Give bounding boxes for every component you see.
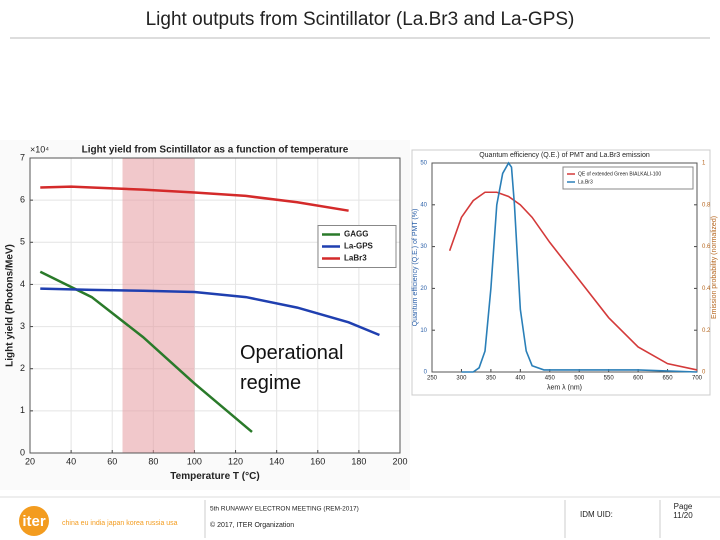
x-tick-label: 500 bbox=[574, 376, 585, 382]
y2-tick-label: 0.4 bbox=[702, 286, 711, 292]
x-tick-label: 80 bbox=[148, 456, 158, 466]
y2-tick-label: 0 bbox=[702, 370, 706, 376]
x-tick-label: 550 bbox=[604, 376, 615, 382]
legend-label: QE of extended Green BIALKALI-100 bbox=[578, 171, 661, 177]
y-tick-label: 0 bbox=[424, 370, 428, 376]
x-tick-label: 300 bbox=[456, 376, 467, 382]
x-tick-label: 120 bbox=[228, 456, 243, 466]
copyright: © 2017, ITER Organization bbox=[210, 521, 294, 529]
legend-label: GAGG bbox=[344, 230, 368, 239]
x-axis-label: λem λ (nm) bbox=[547, 384, 582, 391]
plot-area bbox=[432, 163, 697, 372]
x-tick-label: 160 bbox=[310, 456, 325, 466]
series-line bbox=[461, 161, 698, 373]
x-tick-label: 450 bbox=[545, 376, 556, 382]
x-tick-label: 200 bbox=[392, 456, 407, 466]
y-tick-label: 2 bbox=[20, 363, 25, 373]
y-tick-label: 20 bbox=[420, 286, 427, 292]
x-axis-label: Temperature T (°C) bbox=[170, 471, 259, 482]
logo-mark bbox=[19, 506, 49, 536]
members: china eu india japan korea russia usa bbox=[62, 520, 178, 527]
y-tick-label: 4 bbox=[20, 279, 25, 289]
y-tick-label: 10 bbox=[420, 328, 427, 334]
x-tick-label: 250 bbox=[427, 376, 438, 382]
y-tick-label: 40 bbox=[420, 202, 427, 208]
y-tick-label: 1 bbox=[20, 405, 25, 415]
slide-title: Light outputs from Scintillator (La.Br3 … bbox=[146, 9, 575, 30]
x-tick-label: 650 bbox=[663, 376, 674, 382]
x-tick-label: 400 bbox=[515, 376, 526, 382]
plot-frame bbox=[431, 162, 698, 373]
y-axis-label: Light yield (Photons/MeV) bbox=[5, 244, 16, 367]
x-tick-label: 40 bbox=[66, 456, 76, 466]
y2-tick-label: 0.2 bbox=[702, 328, 711, 334]
plot-area bbox=[30, 158, 400, 453]
x-tick-label: 60 bbox=[107, 456, 117, 466]
y2-tick-label: 1 bbox=[702, 161, 706, 167]
y-tick-label: 5 bbox=[20, 237, 25, 247]
chart-title: Light yield from Scintillator as a funct… bbox=[82, 145, 349, 156]
x-tick-label: 180 bbox=[351, 456, 366, 466]
x-tick-label: 100 bbox=[187, 456, 202, 466]
y-tick-label: 7 bbox=[20, 152, 25, 162]
page-number: 11/20 bbox=[673, 511, 693, 520]
annotation: Operational regime bbox=[240, 342, 344, 394]
y-scale-label: ×10⁴ bbox=[30, 144, 49, 154]
y-tick-label: 3 bbox=[20, 321, 25, 331]
x-tick-label: 140 bbox=[269, 456, 284, 466]
series-line bbox=[40, 185, 349, 212]
y-tick-label: 0 bbox=[20, 447, 25, 457]
idm: IDM UID: bbox=[580, 510, 613, 519]
operational-band bbox=[122, 158, 195, 453]
x-tick-label: 350 bbox=[486, 376, 497, 382]
page-word: Page bbox=[674, 502, 693, 511]
series-line bbox=[448, 191, 698, 371]
legend-box bbox=[562, 166, 694, 190]
legend-label: La-GPS bbox=[344, 242, 374, 251]
x-tick-label: 600 bbox=[633, 376, 644, 382]
y2-axis-label: Emission probability (normalized) bbox=[711, 216, 718, 319]
x-tick-label: 700 bbox=[692, 376, 703, 382]
y2-tick-label: 0.8 bbox=[702, 202, 711, 208]
plot-frame bbox=[29, 157, 401, 454]
y-axis-label: Quantum efficiency (Q.E.) of PMT (%) bbox=[412, 209, 419, 327]
y-tick-label: 6 bbox=[20, 195, 25, 205]
logo: iter bbox=[22, 513, 46, 530]
x-tick-label: 20 bbox=[25, 456, 35, 466]
chart-title: Quantum efficiency (Q.E.) of PMT and La.… bbox=[479, 152, 650, 159]
y-tick-label: 30 bbox=[420, 244, 427, 250]
y2-tick-label: 0.6 bbox=[702, 244, 711, 250]
legend-label: LaBr3 bbox=[344, 254, 367, 263]
y-tick-label: 50 bbox=[420, 161, 427, 167]
legend-label: La.Br3 bbox=[578, 179, 593, 185]
series-line bbox=[40, 287, 380, 337]
meeting: 5th RUNAWAY ELECTRON MEETING (REM-2017) bbox=[210, 506, 359, 513]
